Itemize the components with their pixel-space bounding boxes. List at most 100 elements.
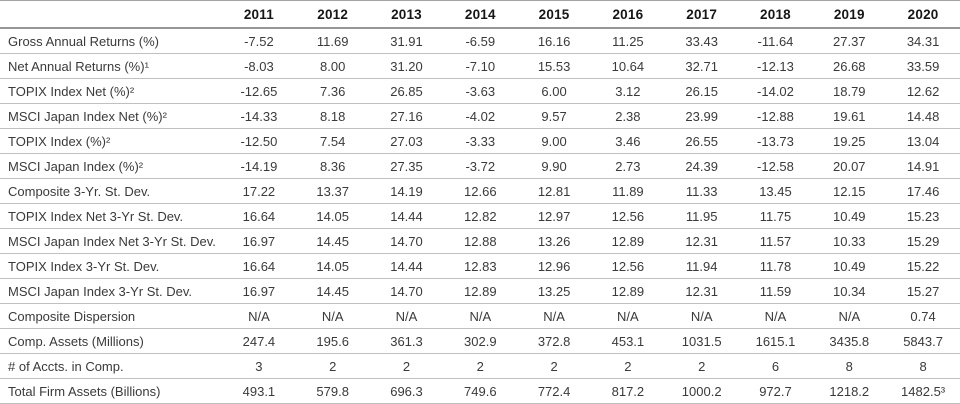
value-cell: 3.46 xyxy=(590,128,665,154)
value-cell: 1218.2 xyxy=(812,378,887,404)
value-cell: 8.36 xyxy=(295,153,370,179)
value-cell: N/A xyxy=(295,303,370,329)
row-label-header xyxy=(0,0,222,29)
value-cell: 493.1 xyxy=(222,378,296,404)
value-cell: 14.19 xyxy=(369,178,444,204)
value-cell: 15.29 xyxy=(886,228,960,254)
value-cell: 27.03 xyxy=(369,128,444,154)
value-cell: -4.02 xyxy=(443,103,518,129)
value-cell: 7.36 xyxy=(295,78,370,104)
row-label: Comp. Assets (Millions) xyxy=(0,328,222,354)
value-cell: 12.15 xyxy=(812,178,887,204)
value-cell: N/A xyxy=(517,303,591,329)
value-cell: 13.25 xyxy=(517,278,591,304)
value-cell: N/A xyxy=(443,303,518,329)
value-cell: 15.22 xyxy=(886,253,960,279)
value-cell: 12.31 xyxy=(664,228,739,254)
value-cell: 8 xyxy=(812,353,887,379)
value-cell: 372.8 xyxy=(517,328,591,354)
value-cell: 0.74 xyxy=(886,303,960,329)
value-cell: -12.58 xyxy=(738,153,813,179)
value-cell: 11.25 xyxy=(590,28,665,54)
value-cell: 2.38 xyxy=(590,103,665,129)
value-cell: 2 xyxy=(664,353,739,379)
value-cell: N/A xyxy=(738,303,813,329)
value-cell: 11.33 xyxy=(664,178,739,204)
value-cell: 5843.7 xyxy=(886,328,960,354)
year-header: 2017 xyxy=(664,0,739,29)
value-cell: 14.44 xyxy=(369,203,444,229)
value-cell: 11.69 xyxy=(295,28,370,54)
year-header: 2019 xyxy=(812,0,887,29)
row-label: Gross Annual Returns (%) xyxy=(0,28,222,54)
value-cell: 8 xyxy=(886,353,960,379)
row-label: Net Annual Returns (%)¹ xyxy=(0,53,222,79)
value-cell: 1615.1 xyxy=(738,328,813,354)
table-row: TOPIX Index 3-Yr St. Dev. 16.64 14.05 14.44… xyxy=(0,253,960,279)
value-cell: -8.03 xyxy=(222,53,296,79)
table-row: TOPIX Index Net 3-Yr St. Dev. 16.64 14.05 1… xyxy=(0,203,960,229)
value-cell: 13.26 xyxy=(517,228,591,254)
value-cell: -12.13 xyxy=(738,53,813,79)
year-header: 2016 xyxy=(590,0,665,29)
value-cell: 27.16 xyxy=(369,103,444,129)
value-cell: -3.63 xyxy=(443,78,518,104)
value-cell: 302.9 xyxy=(443,328,518,354)
value-cell: 8.18 xyxy=(295,103,370,129)
year-header: 2020 xyxy=(886,0,960,29)
year-header: 2012 xyxy=(295,0,370,29)
value-cell: 17.22 xyxy=(222,178,296,204)
value-cell: 14.44 xyxy=(369,253,444,279)
value-cell: 16.64 xyxy=(222,253,296,279)
value-cell: 27.37 xyxy=(812,28,887,54)
value-cell: 14.91 xyxy=(886,153,960,179)
value-cell: 10.33 xyxy=(812,228,887,254)
value-cell: 24.39 xyxy=(664,153,739,179)
value-cell: 696.3 xyxy=(369,378,444,404)
value-cell: 31.91 xyxy=(369,28,444,54)
value-cell: -11.64 xyxy=(738,28,813,54)
value-cell: 14.45 xyxy=(295,228,370,254)
table-row: MSCI Japan Index (%)² -14.19 8.36 27.35 -3.7… xyxy=(0,153,960,179)
value-cell: 16.97 xyxy=(222,278,296,304)
table-row: MSCI Japan Index Net 3-Yr St. Dev. 16.97 1… xyxy=(0,228,960,254)
value-cell: -13.73 xyxy=(738,128,813,154)
row-label: Composite 3-Yr. St. Dev. xyxy=(0,178,222,204)
table-row: Comp. Assets (Millions) 247.4 195.6 361.3 30… xyxy=(0,328,960,354)
row-label: MSCI Japan Index 3-Yr St. Dev. xyxy=(0,278,222,304)
value-cell: 19.61 xyxy=(812,103,887,129)
value-cell: 7.54 xyxy=(295,128,370,154)
value-cell: 12.62 xyxy=(886,78,960,104)
value-cell: 26.55 xyxy=(664,128,739,154)
value-cell: 195.6 xyxy=(295,328,370,354)
value-cell: N/A xyxy=(812,303,887,329)
value-cell: 12.89 xyxy=(590,278,665,304)
value-cell: 9.57 xyxy=(517,103,591,129)
value-cell: 14.05 xyxy=(295,253,370,279)
value-cell: N/A xyxy=(369,303,444,329)
value-cell: 2 xyxy=(590,353,665,379)
value-cell: 19.25 xyxy=(812,128,887,154)
value-cell: 749.6 xyxy=(443,378,518,404)
row-label: TOPIX Index 3-Yr St. Dev. xyxy=(0,253,222,279)
value-cell: 12.56 xyxy=(590,253,665,279)
value-cell: 14.48 xyxy=(886,103,960,129)
row-label: Composite Dispersion xyxy=(0,303,222,329)
value-cell: 17.46 xyxy=(886,178,960,204)
row-label: Total Firm Assets (Billions) xyxy=(0,378,222,404)
value-cell: 26.15 xyxy=(664,78,739,104)
value-cell: -7.10 xyxy=(443,53,518,79)
value-cell: 34.31 xyxy=(886,28,960,54)
value-cell: 11.78 xyxy=(738,253,813,279)
table-row: MSCI Japan Index Net (%)² -14.33 8.18 27.16… xyxy=(0,103,960,129)
table-row: TOPIX Index Net (%)² -12.65 7.36 26.85 -3.63… xyxy=(0,78,960,104)
year-header: 2014 xyxy=(443,0,518,29)
table-row: MSCI Japan Index 3-Yr St. Dev. 16.97 14.45… xyxy=(0,278,960,304)
value-cell: 15.23 xyxy=(886,203,960,229)
value-cell: 33.59 xyxy=(886,53,960,79)
value-cell: 1482.5³ xyxy=(886,378,960,404)
value-cell: 13.37 xyxy=(295,178,370,204)
table-row: TOPIX Index (%)² -12.50 7.54 27.03 -3.33 9.00… xyxy=(0,128,960,154)
value-cell: 16.64 xyxy=(222,203,296,229)
value-cell: -14.19 xyxy=(222,153,296,179)
